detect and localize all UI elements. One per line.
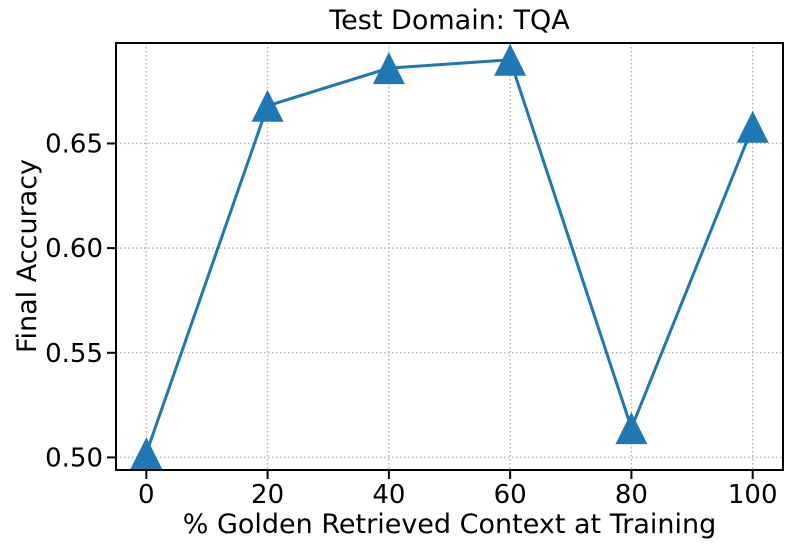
y-tick-label: 0.60: [45, 234, 103, 264]
x-tick-label: 80: [615, 480, 648, 510]
data-point-marker: [130, 437, 163, 470]
y-axis-label: Final Accuracy: [11, 158, 43, 354]
y-tick-label: 0.65: [45, 129, 103, 159]
data-point-marker: [615, 412, 648, 445]
data-line: [144, 58, 755, 455]
axes-spines: [115, 42, 784, 471]
x-tick-label: 0: [138, 480, 155, 510]
y-tick-label: 0.50: [45, 443, 103, 473]
chart-title: Test Domain: TQA: [329, 5, 570, 36]
y-tick-label: 0.55: [45, 339, 103, 369]
data-point-marker: [736, 110, 769, 143]
x-axis-label: % Golden Retrieved Context at Training: [182, 509, 717, 540]
data-point-marker: [372, 52, 405, 85]
x-tick-label: 20: [251, 480, 284, 510]
x-tick-label: 100: [728, 480, 778, 510]
data-point-marker: [251, 89, 284, 122]
x-tick-label: 40: [372, 480, 405, 510]
data-point-marker: [494, 43, 527, 76]
x-tick-label: 60: [494, 480, 527, 510]
